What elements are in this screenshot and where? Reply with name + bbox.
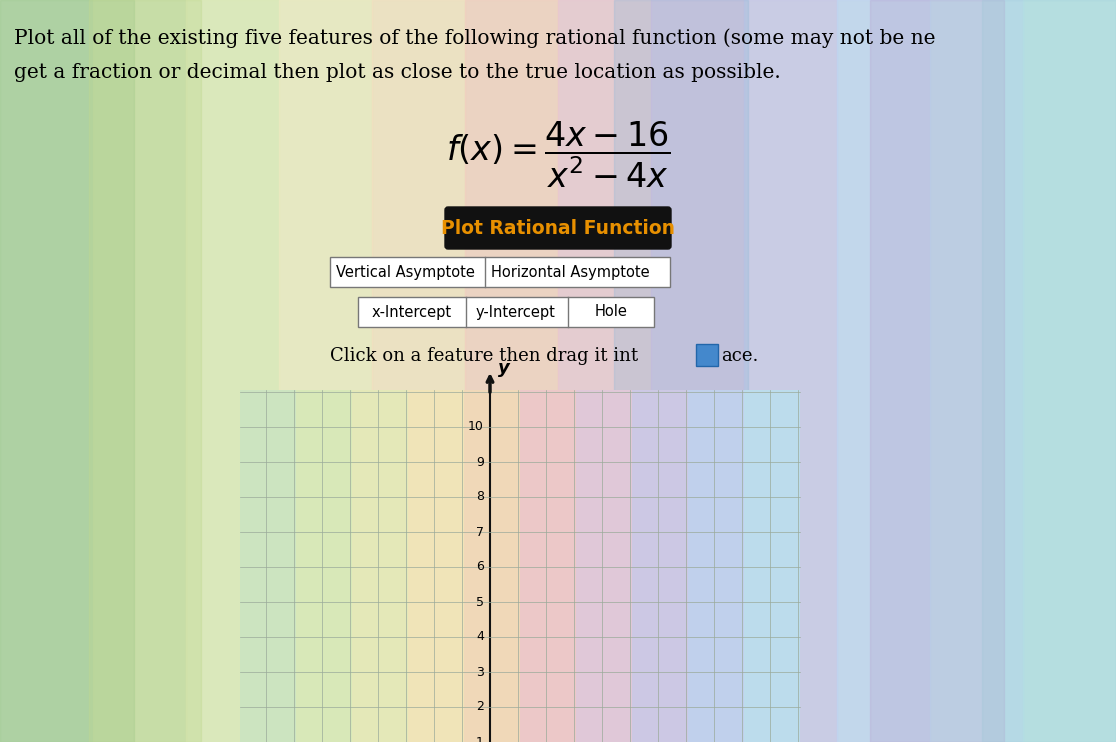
Text: Click on a feature then drag it int: Click on a feature then drag it int [330,347,638,365]
Bar [1023,0,1116,742]
Bar [687,390,744,742]
Text: get a fraction or decimal then plot as close to the true location as possible.: get a fraction or decimal then plot as c… [15,62,781,82]
Bar [240,390,296,742]
Text: 9: 9 [477,456,484,468]
Text: Plot all of the existing five features of the following rational function (some : Plot all of the existing five features o… [15,28,935,47]
Bar [520,390,576,742]
Bar [744,0,837,742]
Bar [696,344,718,366]
Bar [558,0,651,742]
Bar [870,0,1004,742]
Bar [614,0,748,742]
Text: 1: 1 [477,735,484,742]
Bar [408,390,464,742]
Text: 7: 7 [477,525,484,539]
Bar [465,0,558,742]
Text: Horizontal Asymptote: Horizontal Asymptote [491,264,650,280]
Bar [279,0,372,742]
Bar [0,0,93,742]
Text: x-Intercept: x-Intercept [372,304,452,320]
Bar [352,390,408,742]
Text: 4: 4 [477,631,484,643]
Text: Vertical Asymptote: Vertical Asymptote [336,264,474,280]
Bar [576,390,632,742]
Bar [296,390,352,742]
FancyBboxPatch shape [330,257,670,287]
Bar [186,0,279,742]
Text: ace.: ace. [721,347,759,365]
Text: 5: 5 [477,596,484,608]
Bar [93,0,186,742]
Text: 3: 3 [477,666,484,678]
Text: y: y [498,359,510,377]
Text: 8: 8 [477,490,484,504]
FancyBboxPatch shape [445,207,671,249]
Bar [982,0,1116,742]
Text: 2: 2 [477,700,484,714]
Bar [632,390,687,742]
Text: Plot Rational Function: Plot Rational Function [441,218,675,237]
Text: Hole: Hole [595,304,627,320]
FancyBboxPatch shape [358,297,654,327]
Bar [651,0,744,742]
Bar [372,0,465,742]
Bar [930,0,1023,742]
Text: y-Intercept: y-Intercept [477,304,556,320]
Bar [464,390,520,742]
Bar [744,390,800,742]
Text: 6: 6 [477,560,484,574]
Bar [89,0,201,742]
Text: $f(x) = \dfrac{4x - 16}{x^2 - 4x}$: $f(x) = \dfrac{4x - 16}{x^2 - 4x}$ [445,120,671,190]
Bar [837,0,930,742]
Text: 10: 10 [468,421,484,433]
Bar [0,0,134,742]
